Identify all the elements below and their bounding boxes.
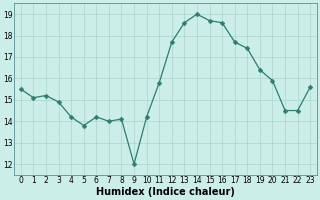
X-axis label: Humidex (Indice chaleur): Humidex (Indice chaleur) (96, 187, 235, 197)
